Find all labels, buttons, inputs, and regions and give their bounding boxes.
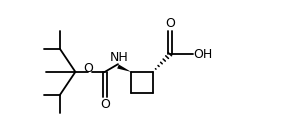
Text: O: O bbox=[83, 62, 93, 75]
Text: O: O bbox=[100, 98, 110, 111]
Text: NH: NH bbox=[110, 51, 129, 64]
Text: OH: OH bbox=[193, 48, 212, 61]
Polygon shape bbox=[117, 65, 131, 72]
Text: O: O bbox=[165, 17, 175, 30]
